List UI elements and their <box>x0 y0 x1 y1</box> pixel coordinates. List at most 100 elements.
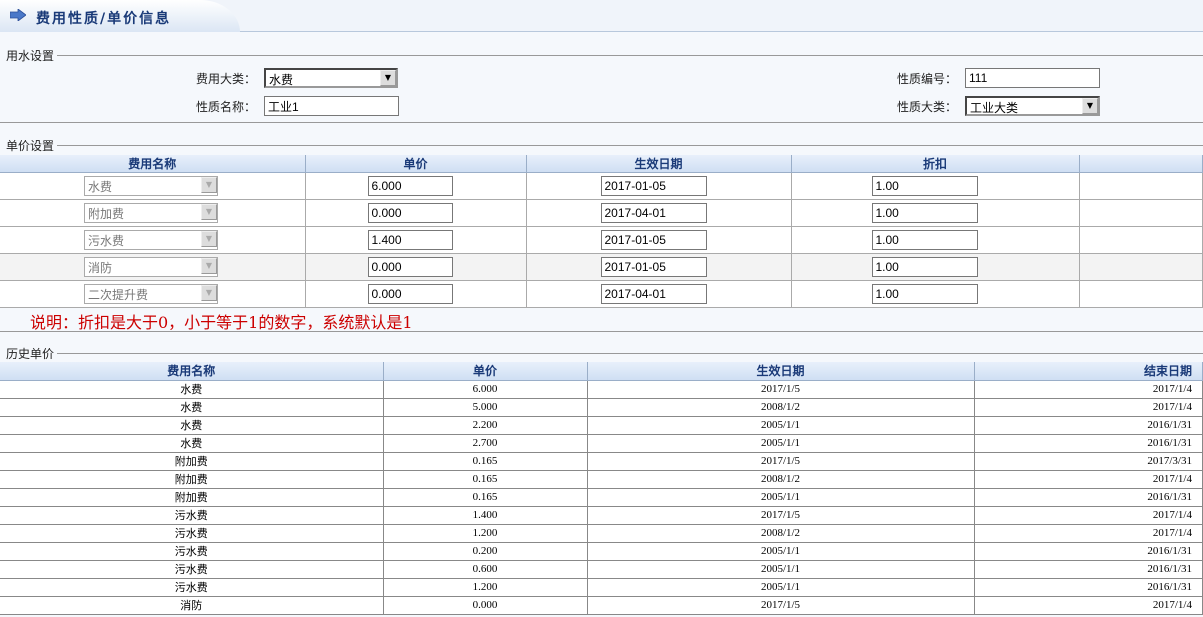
price-input[interactable] <box>367 230 453 250</box>
price: 0.165 <box>383 470 588 489</box>
end-date: 2016/1/31 <box>974 434 1203 453</box>
date-input[interactable] <box>600 203 707 223</box>
history-table: 费用名称 单价 生效日期 结束日期 水费 6.000 2017/1/5 2017… <box>0 362 1203 615</box>
table-row: 水费 2.700 2005/1/1 2016/1/31 <box>0 434 1203 453</box>
table-row: 污水费 0.200 2005/1/1 2016/1/31 <box>0 542 1203 561</box>
fee-name: 水费 <box>0 416 384 435</box>
end-date: 2017/1/4 <box>974 470 1203 489</box>
start-date: 2008/1/2 <box>587 524 975 543</box>
chevron-down-icon: ▼ <box>201 204 217 220</box>
start-date: 2017/1/5 <box>587 506 975 525</box>
fee-name: 水费 <box>0 434 384 453</box>
start-date: 2005/1/1 <box>587 578 975 597</box>
date-input[interactable] <box>600 284 707 304</box>
price: 2.700 <box>383 434 588 453</box>
chevron-down-icon: ▼ <box>201 177 217 193</box>
end-date: 2016/1/31 <box>974 578 1203 597</box>
table-row: 消防 0.000 2017/1/5 2017/1/4 <box>0 596 1203 615</box>
code-input[interactable] <box>965 68 1100 88</box>
date-input[interactable] <box>600 230 707 250</box>
fee-name: 污水费 <box>0 542 384 561</box>
table-row: 水费 2.200 2005/1/1 2016/1/31 <box>0 416 1203 435</box>
table-row: 污水费 0.600 2005/1/1 2016/1/31 <box>0 560 1203 579</box>
page-header: 费用性质/单价信息 <box>0 0 1203 32</box>
page-title: 费用性质/单价信息 <box>36 11 172 27</box>
fee-name-select[interactable]: 附加费 ▼ <box>84 203 218 223</box>
water-settings-legend: 用水设置 <box>0 47 58 64</box>
end-date: 2017/1/4 <box>974 398 1203 417</box>
code-label: 性质编号： <box>897 72 958 86</box>
price: 0.165 <box>383 488 588 507</box>
price-input[interactable] <box>367 203 453 223</box>
col-name: 费用名称 <box>0 362 384 381</box>
end-date: 2016/1/31 <box>974 416 1203 435</box>
discount-input[interactable]: 1.00 <box>871 284 978 304</box>
table-row: 污水费 1.400 2017/1/5 2017/1/4 <box>0 506 1203 525</box>
price: 0.200 <box>383 542 588 561</box>
start-date: 2005/1/1 <box>587 542 975 561</box>
col-name: 费用名称 <box>0 155 306 173</box>
major-select[interactable]: 工业大类 ▼ <box>965 96 1100 116</box>
category-select[interactable]: 水费 ▼ <box>264 68 398 88</box>
end-date: 2016/1/31 <box>974 542 1203 561</box>
fee-name-select[interactable]: 消防 ▼ <box>84 257 218 277</box>
empty-cell <box>1079 172 1203 200</box>
table-row: 水费 6.000 2017/1/5 2017/1/4 <box>0 380 1203 399</box>
end-date: 2017/1/4 <box>974 524 1203 543</box>
fee-name: 附加费 <box>88 207 125 221</box>
table-header: 费用名称 单价 生效日期 折扣 <box>0 155 1203 173</box>
price: 1.200 <box>383 524 588 543</box>
price-input[interactable] <box>367 176 453 196</box>
price: 0.000 <box>383 596 588 615</box>
fee-name: 附加费 <box>0 452 384 471</box>
table-row: 附加费 ▼ 1.00 <box>0 199 1203 227</box>
fee-name: 污水费 <box>0 578 384 597</box>
table-row: 消防 ▼ 1.00 <box>0 253 1203 281</box>
table-row: 附加费 0.165 2008/1/2 2017/1/4 <box>0 470 1203 489</box>
discount-input[interactable]: 1.00 <box>871 203 978 223</box>
price: 1.200 <box>383 578 588 597</box>
table-row: 附加费 0.165 2005/1/1 2016/1/31 <box>0 488 1203 507</box>
col-empty <box>1079 155 1203 173</box>
fee-name-select[interactable]: 二次提升费 ▼ <box>84 284 218 304</box>
fee-name: 污水费 <box>88 234 125 248</box>
price: 1.400 <box>383 506 588 525</box>
date-input[interactable] <box>600 176 707 196</box>
empty-cell <box>1079 226 1203 254</box>
col-price: 单价 <box>383 362 588 381</box>
discount-input[interactable]: 1.00 <box>871 257 978 277</box>
price-table: 费用名称 单价 生效日期 折扣 水费 ▼ 1.00 附加费 ▼ 1.00 污水费 ▼ … <box>0 155 1203 308</box>
fee-name: 污水费 <box>0 560 384 579</box>
start-date: 2008/1/2 <box>587 470 975 489</box>
name-input[interactable] <box>264 96 399 116</box>
end-date: 2016/1/31 <box>974 560 1203 579</box>
col-end: 结束日期 <box>974 362 1203 381</box>
fee-name: 水费 <box>0 380 384 399</box>
col-price: 单价 <box>305 155 527 173</box>
table-row: 水费 5.000 2008/1/2 2017/1/4 <box>0 398 1203 417</box>
end-date: 2017/1/4 <box>974 596 1203 615</box>
col-discount: 折扣 <box>791 155 1080 173</box>
price: 0.600 <box>383 560 588 579</box>
empty-cell <box>1079 253 1203 281</box>
price-input[interactable] <box>367 284 453 304</box>
price-input[interactable] <box>367 257 453 277</box>
category-label: 费用大类： <box>196 72 257 86</box>
price: 2.200 <box>383 416 588 435</box>
date-input[interactable] <box>600 257 707 277</box>
empty-cell <box>1079 199 1203 227</box>
table-row: 附加费 0.165 2017/1/5 2017/3/31 <box>0 452 1203 471</box>
fee-name-select[interactable]: 污水费 ▼ <box>84 230 218 250</box>
start-date: 2017/1/5 <box>587 596 975 615</box>
title-tab: 费用性质/单价信息 <box>0 0 240 32</box>
table-row: 污水费 ▼ 1.00 <box>0 226 1203 254</box>
discount-input[interactable]: 1.00 <box>871 176 978 196</box>
discount-input[interactable]: 1.00 <box>871 230 978 250</box>
discount-note: 说明：折扣是大于0，小于等于1的数字，系统默认是1 <box>30 313 413 332</box>
name-label: 性质名称： <box>196 100 257 114</box>
fee-name: 消防 <box>88 261 113 275</box>
fee-name: 附加费 <box>0 470 384 489</box>
fee-name-select[interactable]: 水费 ▼ <box>84 176 218 196</box>
fee-name: 水费 <box>0 398 384 417</box>
fee-name: 水费 <box>88 180 113 194</box>
